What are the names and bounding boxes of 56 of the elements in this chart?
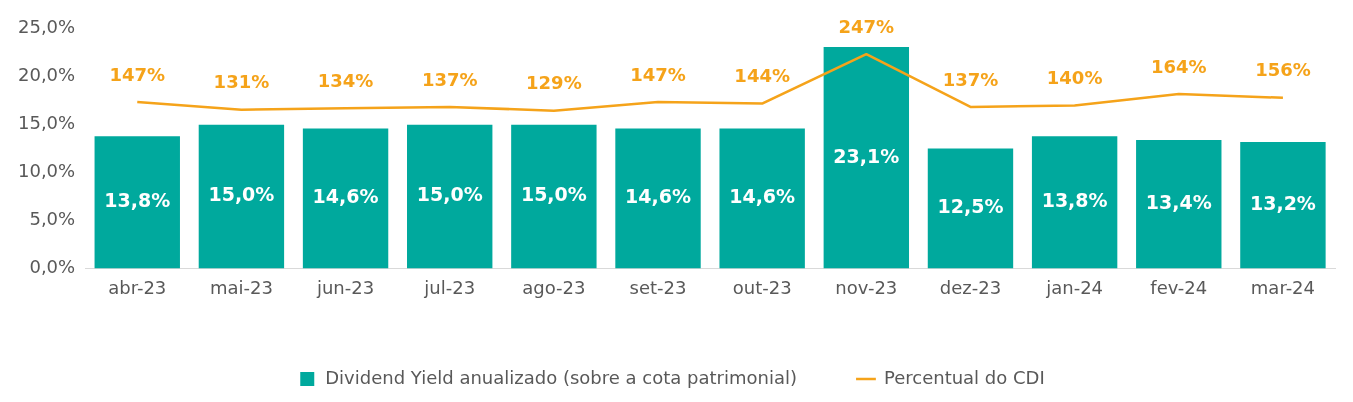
x-tick-label: nov-23: [835, 276, 898, 298]
x-tick-label: mar-24: [1250, 276, 1316, 298]
data-label: 147%: [630, 63, 686, 85]
bar: [511, 124, 597, 269]
data-label: 134%: [317, 70, 374, 92]
bar: [407, 124, 493, 269]
data-label: 15,0%: [416, 183, 483, 206]
x-tick-label: out-23: [732, 276, 792, 298]
data-label: 247%: [838, 15, 895, 37]
bar: [94, 136, 180, 269]
bar: [1240, 141, 1326, 269]
data-label: 137%: [942, 68, 999, 90]
data-label: 14,6%: [312, 185, 379, 208]
y-tick-label: 20,0%: [17, 64, 76, 86]
data-label: 144%: [734, 65, 790, 87]
data-label: 131%: [213, 71, 270, 93]
data-label: 14,6%: [625, 185, 691, 208]
bar: [823, 47, 910, 269]
y-tick-label: 5,0%: [29, 208, 76, 230]
bar: [1031, 136, 1118, 269]
data-label: 13,4%: [1145, 191, 1212, 214]
data-label: 12,5%: [937, 195, 1004, 218]
data-label: 13,8%: [104, 189, 171, 212]
y-tick-label: 0,0%: [29, 256, 76, 278]
x-tick-label: abr-23: [108, 276, 167, 298]
data-label: 129%: [526, 72, 582, 94]
x-tick-label: mai-23: [209, 276, 273, 298]
data-label: 23,1%: [833, 144, 900, 167]
data-label: 13,2%: [1249, 192, 1316, 215]
data-label: 156%: [1255, 59, 1311, 81]
y-tick-label: 25,0%: [17, 16, 76, 38]
legend-label: Percentual do CDI: [883, 366, 1045, 388]
data-label: 137%: [421, 68, 478, 90]
bar: [302, 128, 389, 269]
data-label: 15,0%: [208, 183, 275, 206]
bar: [719, 128, 805, 269]
data-label: 164%: [1150, 55, 1207, 77]
bar: [927, 148, 1014, 269]
data-label: 15,0%: [520, 183, 587, 206]
y-tick-label: 10,0%: [17, 160, 76, 182]
x-tick-label: fev-24: [1150, 276, 1208, 298]
bar: [615, 128, 701, 269]
x-tick-label: dez-23: [939, 276, 1002, 298]
data-label: 13,8%: [1041, 189, 1108, 212]
x-tick-label: jun-23: [315, 276, 375, 298]
data-label: 14,6%: [729, 185, 796, 208]
bar: [1136, 139, 1222, 269]
data-label: 140%: [1046, 67, 1103, 89]
x-tick-label: ago-23: [522, 276, 586, 298]
data-label: 147%: [109, 63, 166, 85]
x-tick-label: jan-24: [1045, 276, 1104, 298]
x-tick-label: set-23: [629, 276, 687, 298]
legend-label: Dividend Yield anualizado (sobre a cota patrimonial): [325, 366, 797, 388]
bar: [198, 124, 285, 269]
x-tick-label: jul-23: [423, 276, 476, 298]
y-tick-label: 15,0%: [17, 112, 76, 134]
